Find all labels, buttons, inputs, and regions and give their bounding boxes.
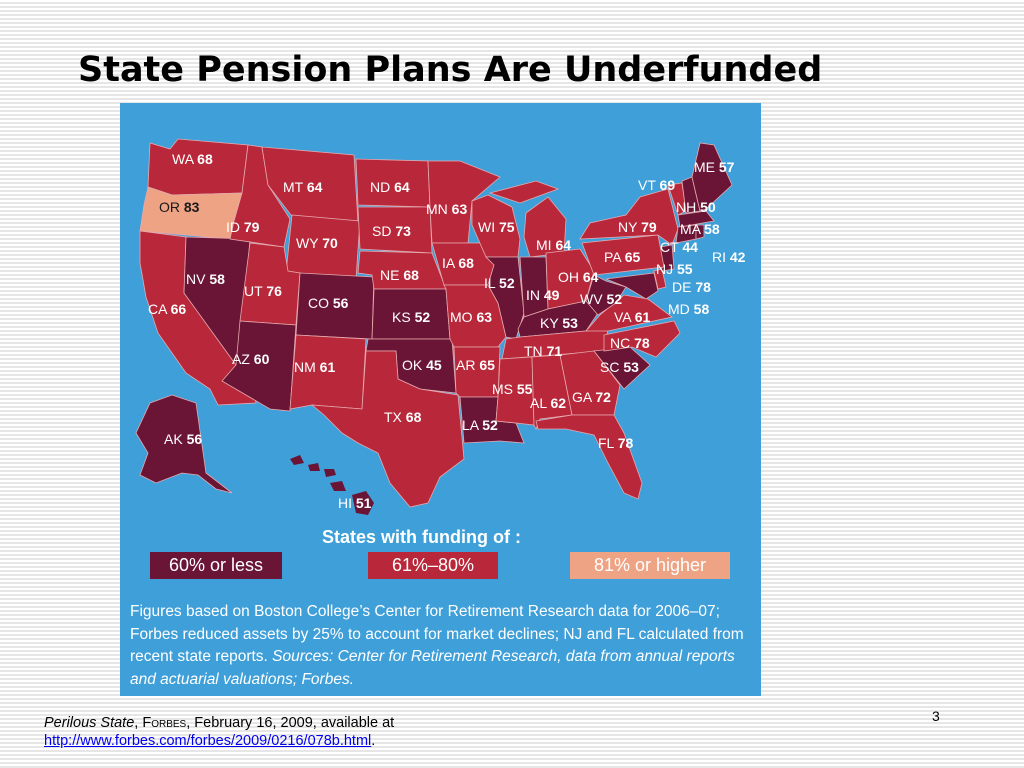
state-label-ok: OK 45 xyxy=(402,357,442,373)
state-label-in: IN 49 xyxy=(526,287,560,303)
state-label-ar: AR 65 xyxy=(456,357,495,373)
citation-title: Perilous State xyxy=(44,715,135,731)
state-label-vt: VT 69 xyxy=(638,177,676,193)
state-shape-me xyxy=(691,142,733,212)
state-label-nh: NH 50 xyxy=(676,199,716,215)
state-label-ut: UT 76 xyxy=(244,283,282,299)
state-label-pa: PA 65 xyxy=(604,249,641,265)
state-label-nd: ND 64 xyxy=(370,179,410,195)
state-shape-ma xyxy=(677,210,715,228)
state-label-ct: CT 44 xyxy=(660,239,698,255)
legend-high: 81% or higher xyxy=(570,552,730,579)
legend-low: 60% or less xyxy=(150,552,282,579)
footnote-sources: Sources: Center for Retirement Research,… xyxy=(130,648,735,688)
state-label-ky: KY 53 xyxy=(540,315,578,331)
state-shape-il xyxy=(485,256,525,340)
state-label-nc: NC 78 xyxy=(610,335,650,351)
state-label-sd: SD 73 xyxy=(372,223,411,239)
state-shape-fl xyxy=(535,414,643,500)
source-citation: Perilous State, Forbes, February 16, 200… xyxy=(44,714,394,750)
state-label-ms: MS 55 xyxy=(492,381,533,397)
state-label-nv: NV 58 xyxy=(186,271,225,287)
state-shape-ga xyxy=(559,350,621,416)
state-shape-wi xyxy=(471,194,521,258)
state-shape-pa xyxy=(581,234,665,276)
state-label-id: ID 79 xyxy=(226,219,260,235)
state-label-oh: OH 64 xyxy=(558,269,599,285)
us-map-graphic xyxy=(135,138,733,515)
state-shape-de xyxy=(653,268,667,290)
state-label-nm: NM 61 xyxy=(294,359,336,375)
state-shape-az xyxy=(221,320,297,412)
map-footnote: Figures based on Boston College’s Center… xyxy=(130,601,755,691)
citation-line-2: http://www.forbes.com/forbes/2009/0216/0… xyxy=(44,733,376,749)
state-shape-ri xyxy=(695,224,705,240)
state-label-la: LA 52 xyxy=(462,417,498,433)
slide-title: State Pension Plans Are Underfunded xyxy=(78,50,823,90)
pension-funding-map: WA 68 OR 83 CA 66 NV 58 ID 79 MT 64 WY 7… xyxy=(120,103,761,696)
state-label-ks: KS 52 xyxy=(392,309,431,325)
citation-url-link[interactable]: http://www.forbes.com/forbes/2009/0216/0… xyxy=(44,733,372,749)
state-label-il: IL 52 xyxy=(484,275,515,291)
state-label-hi: HI 51 xyxy=(338,495,372,511)
state-label-de: DE 78 xyxy=(672,279,711,295)
citation-line-1: Perilous State, Forbes, February 16, 200… xyxy=(44,715,395,731)
state-shape-tx xyxy=(310,350,465,508)
citation-publication: Forbes xyxy=(142,715,187,731)
state-label-mt: MT 64 xyxy=(283,179,323,195)
state-label-ca: CA 66 xyxy=(148,301,187,317)
state-label-mn: MN 63 xyxy=(426,201,468,217)
state-label-tn: TN 71 xyxy=(524,343,563,359)
state-shape-md xyxy=(605,272,659,300)
state-label-nj: NJ 55 xyxy=(656,261,693,277)
state-shape-ny xyxy=(579,188,679,246)
state-label-fl: FL 78 xyxy=(598,435,634,451)
state-label-sc: SC 53 xyxy=(600,359,639,375)
state-label-ga: GA 72 xyxy=(572,389,611,405)
state-label-mo: MO 63 xyxy=(450,309,493,325)
state-shape-nc xyxy=(603,320,681,358)
state-label-az: AZ 60 xyxy=(232,351,270,367)
legend-mid: 61%–80% xyxy=(368,552,498,579)
state-label-ne: NE 68 xyxy=(380,267,419,283)
state-label-ia: IA 68 xyxy=(442,255,474,271)
state-label-ma: MA 58 xyxy=(680,221,720,237)
state-label-wi: WI 75 xyxy=(478,219,515,235)
state-label-al: AL 62 xyxy=(530,395,567,411)
state-label-wy: WY 70 xyxy=(296,235,338,251)
state-shape-ak xyxy=(135,394,233,494)
footnote-main-text: Figures based on Boston College’s Center… xyxy=(130,603,744,665)
state-label-tx: TX 68 xyxy=(384,409,422,425)
state-shape-va xyxy=(585,294,673,332)
state-label-or: OR 83 xyxy=(159,199,200,215)
state-shape-oh xyxy=(545,248,595,310)
state-label-wa: WA 68 xyxy=(172,151,213,167)
state-label-co: CO 56 xyxy=(308,295,349,311)
state-shape-hi xyxy=(290,455,374,515)
state-label-ri: RI 42 xyxy=(712,249,746,265)
state-label-wv: WV 52 xyxy=(580,291,623,307)
state-shape-mn xyxy=(427,160,501,244)
legend-heading: States with funding of : xyxy=(322,527,521,547)
state-label-ny: NY 79 xyxy=(618,219,657,235)
state-label-va: VA 61 xyxy=(614,309,651,325)
state-label-mi: MI 64 xyxy=(536,237,572,253)
state-label-me: ME 57 xyxy=(694,159,735,175)
page-number: 3 xyxy=(932,708,940,724)
state-label-md: MD 58 xyxy=(668,301,710,317)
state-label-ak: AK 56 xyxy=(164,431,203,447)
state-shape-wa xyxy=(147,138,249,196)
